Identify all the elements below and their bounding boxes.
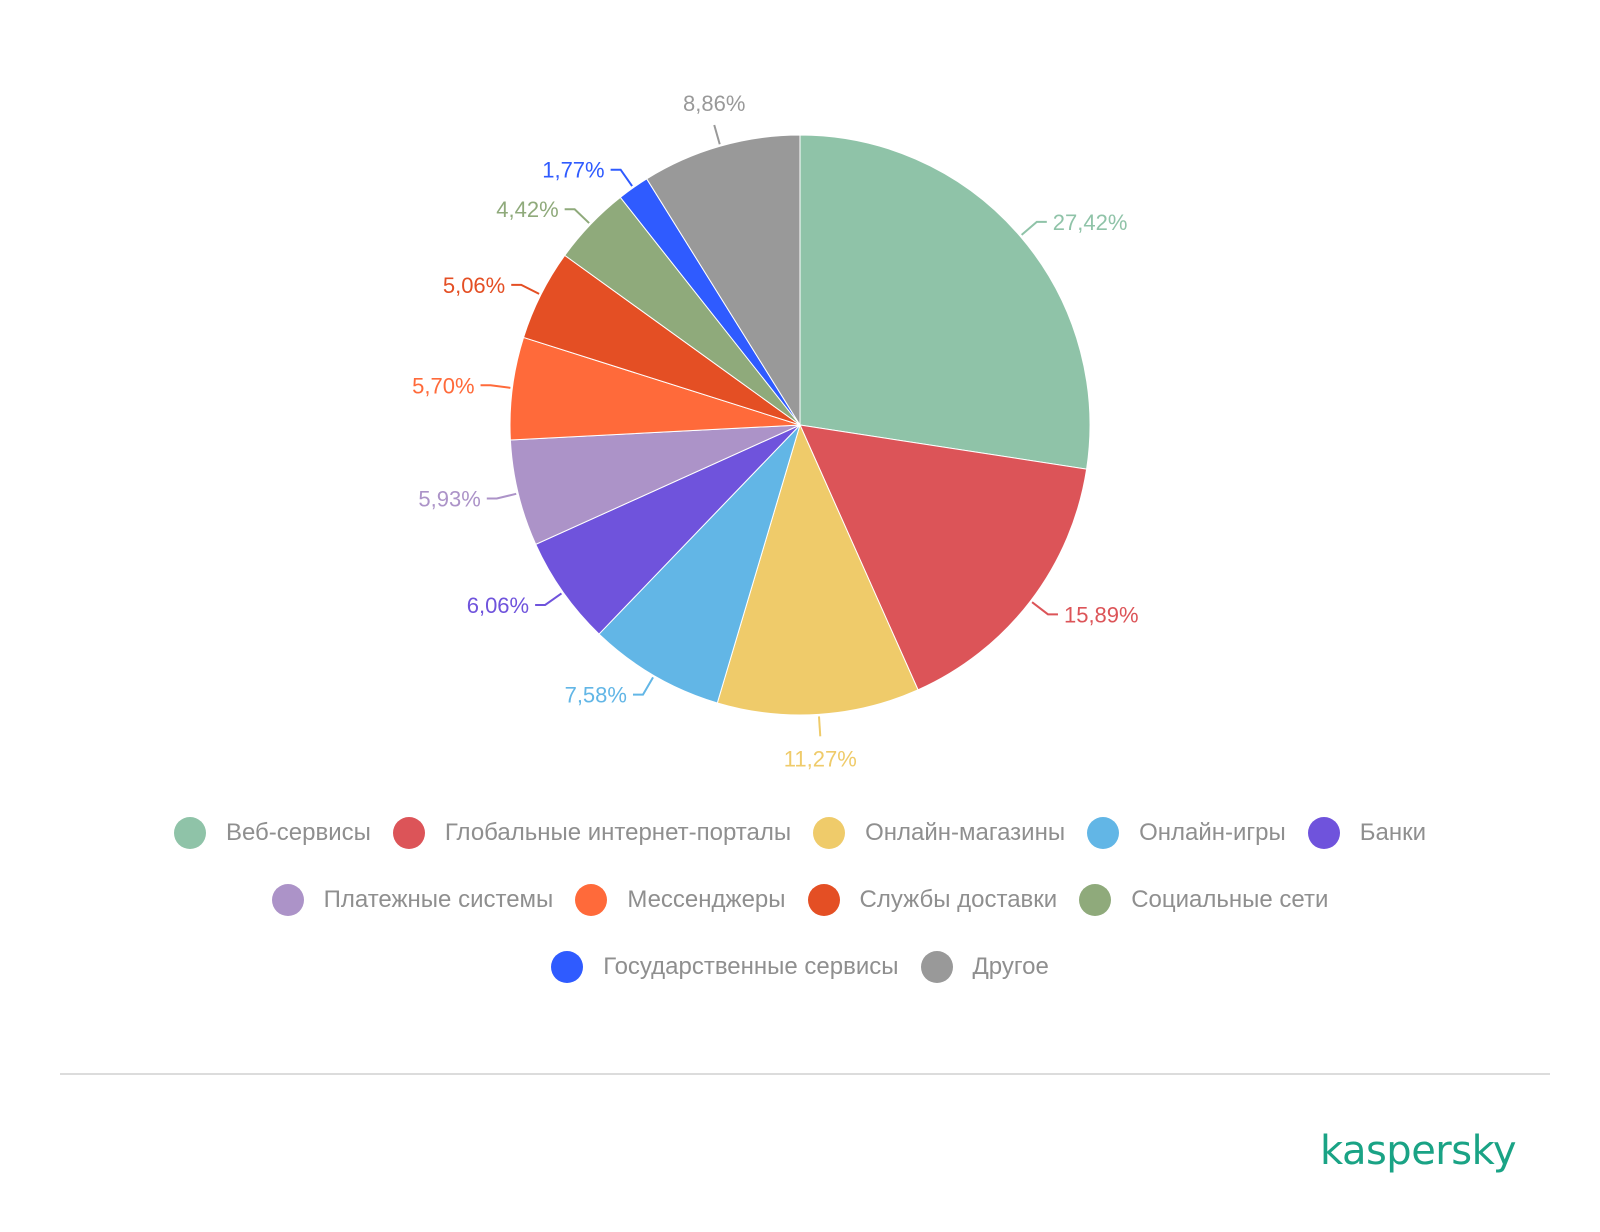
leader-line — [535, 592, 563, 606]
legend-swatch — [807, 884, 840, 916]
pie-leader-lines — [480, 124, 1058, 737]
kaspersky-logo: kaspersky — [1319, 1128, 1517, 1174]
legend-label: Мессенджеры — [627, 886, 786, 913]
legend-item: Банки — [1307, 817, 1427, 849]
legend-label: Платежные системы — [323, 886, 554, 913]
legend-row-3: Государственные сервисы Другое — [0, 951, 1600, 983]
legend-swatch — [575, 884, 608, 916]
leader-line — [511, 283, 540, 295]
leader-line — [564, 208, 590, 224]
data-label: 6,06% — [467, 593, 529, 618]
data-label: 5,06% — [443, 273, 505, 298]
data-label: 4,42% — [496, 197, 558, 222]
legend-item: Государственные сервисы — [551, 951, 899, 983]
legend-label: Веб-сервисы — [225, 819, 371, 846]
leader-line — [713, 124, 721, 145]
legend-item: Онлайн-магазины — [813, 817, 1065, 849]
legend-swatch — [173, 817, 206, 849]
pie-slice — [646, 134, 801, 427]
legend-item: Платежные системы — [271, 884, 554, 916]
legend-label: Онлайн-игры — [1139, 819, 1286, 846]
data-label: 5,93% — [418, 487, 480, 512]
legend-item: Онлайн-игры — [1087, 817, 1286, 849]
legend-label: Онлайн-магазины — [865, 819, 1066, 846]
legend-row-2: Платежные системы Мессенджеры Службы доста… — [0, 884, 1600, 916]
legend-swatch — [392, 817, 425, 849]
legend-swatch — [1307, 817, 1340, 849]
legend-label: Глобальные интернет-порталы — [444, 819, 792, 846]
leader-line — [1031, 601, 1058, 616]
legend-item: Другое — [920, 951, 1049, 983]
pie-slice — [598, 424, 801, 704]
legend-swatch — [1087, 817, 1120, 849]
leader-line — [486, 492, 517, 500]
legend-label: Банки — [1359, 819, 1427, 846]
leader-line — [817, 716, 822, 737]
legend-label: Службы доставки — [859, 886, 1058, 913]
data-label: 8,86% — [683, 91, 745, 116]
pie-slices — [509, 134, 1091, 716]
legend-swatch — [551, 951, 584, 983]
legend-item: Глобальные интернет-порталы — [392, 817, 792, 849]
legend-swatch — [920, 951, 953, 983]
legend-label: Государственные сервисы — [603, 953, 899, 980]
data-label: 27,42% — [1053, 210, 1128, 235]
pie-data-labels: 27,42% 15,89% 11,27% 7,58% 6,06% 5,93% 5,70% 5,… — [412, 91, 1138, 771]
legend-swatch — [271, 884, 304, 916]
leader-line — [610, 168, 633, 187]
data-label: 7,58% — [565, 683, 627, 708]
legend-label: Социальные сети — [1131, 886, 1329, 913]
legend-swatch — [813, 817, 846, 849]
legend-item: Веб-сервисы — [173, 817, 371, 849]
pie-chart: 27,42% 15,89% 11,27% 7,58% 6,06% 5,93% 5,70% 5,… — [412, 91, 1138, 771]
leader-line — [480, 384, 511, 389]
data-label: 5,70% — [412, 373, 474, 398]
data-label: 1,77% — [542, 158, 604, 183]
legend-item: Службы доставки — [807, 884, 1058, 916]
pie-slice — [799, 424, 1088, 691]
legend-label: Другое — [972, 953, 1049, 980]
leader-line — [1020, 220, 1047, 236]
legend-item: Социальные сети — [1079, 884, 1328, 916]
leader-line — [632, 676, 654, 696]
pie-slice — [799, 134, 1091, 470]
legend-row-1: Веб-сервисы Глобальные интернет-порталы Он… — [0, 817, 1600, 849]
legend-swatch — [1079, 884, 1112, 916]
pie-slice — [716, 423, 919, 716]
legend-item: Мессенджеры — [575, 884, 786, 916]
data-label: 11,27% — [784, 746, 857, 771]
footer-divider — [60, 1073, 1550, 1075]
data-label: 15,89% — [1064, 602, 1139, 627]
